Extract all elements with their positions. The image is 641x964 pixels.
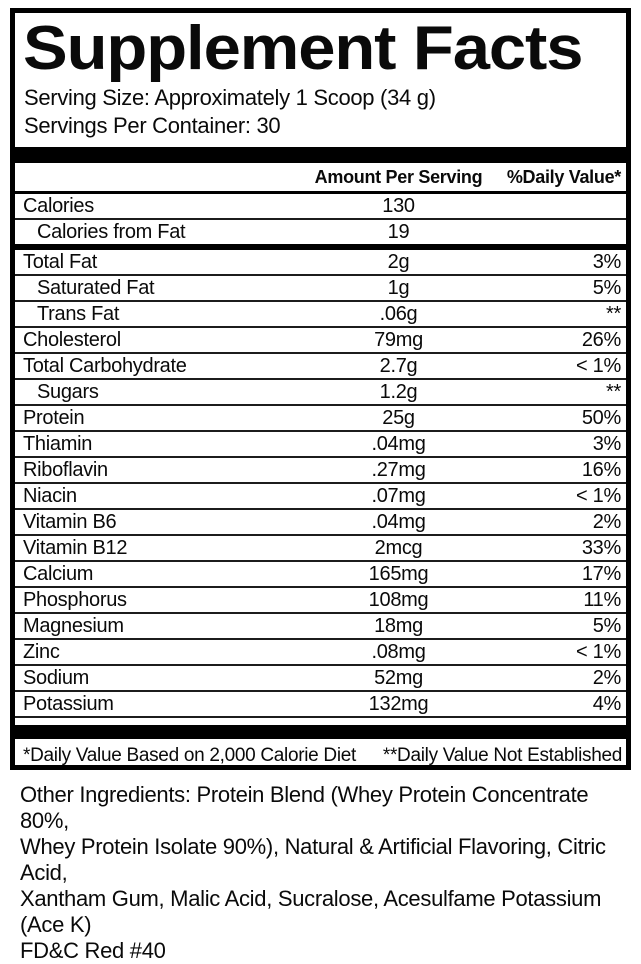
nutrient-row: Calcium 165mg 17%: [15, 562, 626, 588]
nutrient-row: Potassium 132mg 4%: [15, 692, 626, 718]
nutrient-amount: 2.7g: [379, 354, 418, 377]
facts-table: Amount Per Serving %Daily Value* Calorie…: [15, 163, 626, 718]
nutrient-amount: 108mg: [368, 588, 429, 611]
nutrient-row: Total Carbohydrate 2.7g < 1%: [15, 354, 626, 380]
nutrient-row: Cholesterol 79mg 26%: [15, 328, 626, 354]
nutrient-name: Saturated Fat: [37, 276, 155, 299]
nutrient-name: Phosphorus: [23, 588, 127, 611]
nutrient-amount: .06g: [379, 302, 418, 325]
footnote-not-established: **Daily Value Not Established: [382, 745, 622, 766]
nutrient-name: Trans Fat: [37, 302, 120, 325]
nutrient-amount: 1.2g: [379, 380, 418, 403]
nutrient-amount: 52mg: [374, 666, 423, 689]
nutrient-row: Magnesium 18mg 5%: [15, 614, 626, 640]
footnote-daily-value-basis: *Daily Value Based on 2,000 Calorie Diet: [23, 745, 357, 766]
nutrient-row: Vitamin B6 .04mg 2%: [15, 510, 626, 536]
nutrient-row: Calories from Fat 19: [15, 220, 626, 250]
nutrient-name: Calories from Fat: [37, 220, 186, 243]
nutrient-daily-value: 26%: [581, 328, 621, 351]
top-separator-bar: [15, 147, 626, 163]
nutrient-row: Trans Fat .06g **: [15, 302, 626, 328]
nutrient-daily-value: 50%: [581, 406, 621, 429]
nutrient-amount: 18mg: [374, 614, 423, 637]
nutrient-name: Calories: [23, 194, 94, 217]
nutrient-amount: .04mg: [371, 432, 426, 455]
nutrient-name: Total Fat: [23, 250, 97, 273]
nutrient-row: Zinc .08mg < 1%: [15, 640, 626, 666]
nutrient-daily-value: 4%: [592, 692, 622, 715]
nutrient-row: Sodium 52mg 2%: [15, 666, 626, 692]
nutrient-name: Thiamin: [23, 432, 93, 455]
nutrient-name: Potassium: [23, 692, 114, 715]
nutrient-daily-value: 16%: [581, 458, 621, 481]
nutrient-row: Phosphorus 108mg 11%: [15, 588, 626, 614]
nutrient-name: Sodium: [23, 666, 90, 689]
nutrient-name: Riboflavin: [23, 458, 108, 481]
nutrient-amount: 132mg: [368, 692, 429, 715]
nutrient-row: Calories 130: [15, 194, 626, 220]
nutrient-name: Sugars: [37, 380, 99, 403]
nutrient-name: Magnesium: [23, 614, 124, 637]
nutrient-row: Thiamin .04mg 3%: [15, 432, 626, 458]
nutrient-daily-value: 3%: [592, 432, 622, 455]
nutrient-amount: 2g: [387, 250, 410, 273]
nutrient-amount: .27mg: [371, 458, 426, 481]
other-ingredients-line: FD&C Red #40: [20, 938, 166, 963]
nutrient-row: Saturated Fat 1g 5%: [15, 276, 626, 302]
nutrient-rows: Calories 130 Calories from Fat 19 Total …: [15, 194, 626, 718]
nutrient-name: Calcium: [23, 562, 94, 585]
nutrient-daily-value: 5%: [592, 614, 622, 637]
other-ingredients-line: Whey Protein Isolate 90%), Natural & Art…: [20, 834, 606, 885]
nutrient-daily-value: 5%: [592, 276, 622, 299]
nutrient-amount: 2mcg: [374, 536, 423, 559]
nutrient-amount: .07mg: [371, 484, 426, 507]
nutrient-name: Niacin: [23, 484, 77, 507]
nutrient-daily-value: **: [606, 380, 621, 403]
nutrient-daily-value: **: [606, 302, 621, 325]
header-daily-value: %Daily Value*: [506, 167, 621, 187]
nutrient-daily-value: < 1%: [576, 484, 621, 507]
nutrient-daily-value: 2%: [592, 666, 622, 689]
nutrient-row: Protein 25g 50%: [15, 406, 626, 432]
nutrient-amount: 1g: [387, 276, 410, 299]
nutrient-amount: .08mg: [371, 640, 426, 663]
serving-size-line: Serving Size: Approximately 1 Scoop (34 …: [24, 85, 436, 110]
supplement-facts-label: Supplement Facts Serving Size: Approxima…: [10, 8, 631, 770]
nutrient-row: Total Fat 2g 3%: [15, 250, 626, 276]
nutrient-daily-value: 2%: [592, 510, 622, 533]
nutrient-amount: 79mg: [374, 328, 423, 351]
nutrient-amount: .04mg: [371, 510, 426, 533]
nutrient-daily-value: 17%: [581, 562, 621, 585]
nutrient-daily-value: < 1%: [576, 354, 621, 377]
nutrient-amount: 165mg: [368, 562, 429, 585]
nutrient-row: Riboflavin .27mg 16%: [15, 458, 626, 484]
table-header-row: Amount Per Serving %Daily Value*: [15, 163, 626, 194]
servings-per-container-line: Servings Per Container: 30: [24, 113, 281, 138]
nutrient-daily-value: 3%: [592, 250, 622, 273]
nutrient-name: Total Carbohydrate: [23, 354, 187, 377]
nutrient-daily-value: 11%: [583, 588, 621, 611]
nutrient-row: Niacin .07mg < 1%: [15, 484, 626, 510]
nutrient-amount: 25g: [382, 406, 415, 429]
nutrient-name: Cholesterol: [23, 328, 121, 351]
header-amount-per-serving: Amount Per Serving: [314, 167, 483, 187]
nutrient-name: Zinc: [23, 640, 60, 663]
nutrient-name: Protein: [23, 406, 85, 429]
footnote-row: *Daily Value Based on 2,000 Calorie Diet…: [15, 739, 626, 767]
footnote-separator-bar: [15, 725, 626, 739]
nutrient-daily-value: < 1%: [576, 640, 621, 663]
nutrient-amount: 130: [382, 194, 415, 217]
nutrient-daily-value: 33%: [581, 536, 621, 559]
nutrient-amount: 19: [387, 220, 410, 243]
other-ingredients-text: Other Ingredients: Protein Blend (Whey P…: [20, 782, 626, 964]
other-ingredients-line: Xantham Gum, Malic Acid, Sucralose, Aces…: [20, 886, 602, 937]
nutrient-name: Vitamin B6: [23, 510, 117, 533]
nutrient-row: Sugars 1.2g **: [15, 380, 626, 406]
nutrient-name: Vitamin B12: [23, 536, 128, 559]
other-ingredients-line: Other Ingredients: Protein Blend (Whey P…: [20, 782, 589, 833]
nutrient-row: Vitamin B12 2mcg 33%: [15, 536, 626, 562]
label-title: Supplement Facts: [23, 14, 584, 83]
